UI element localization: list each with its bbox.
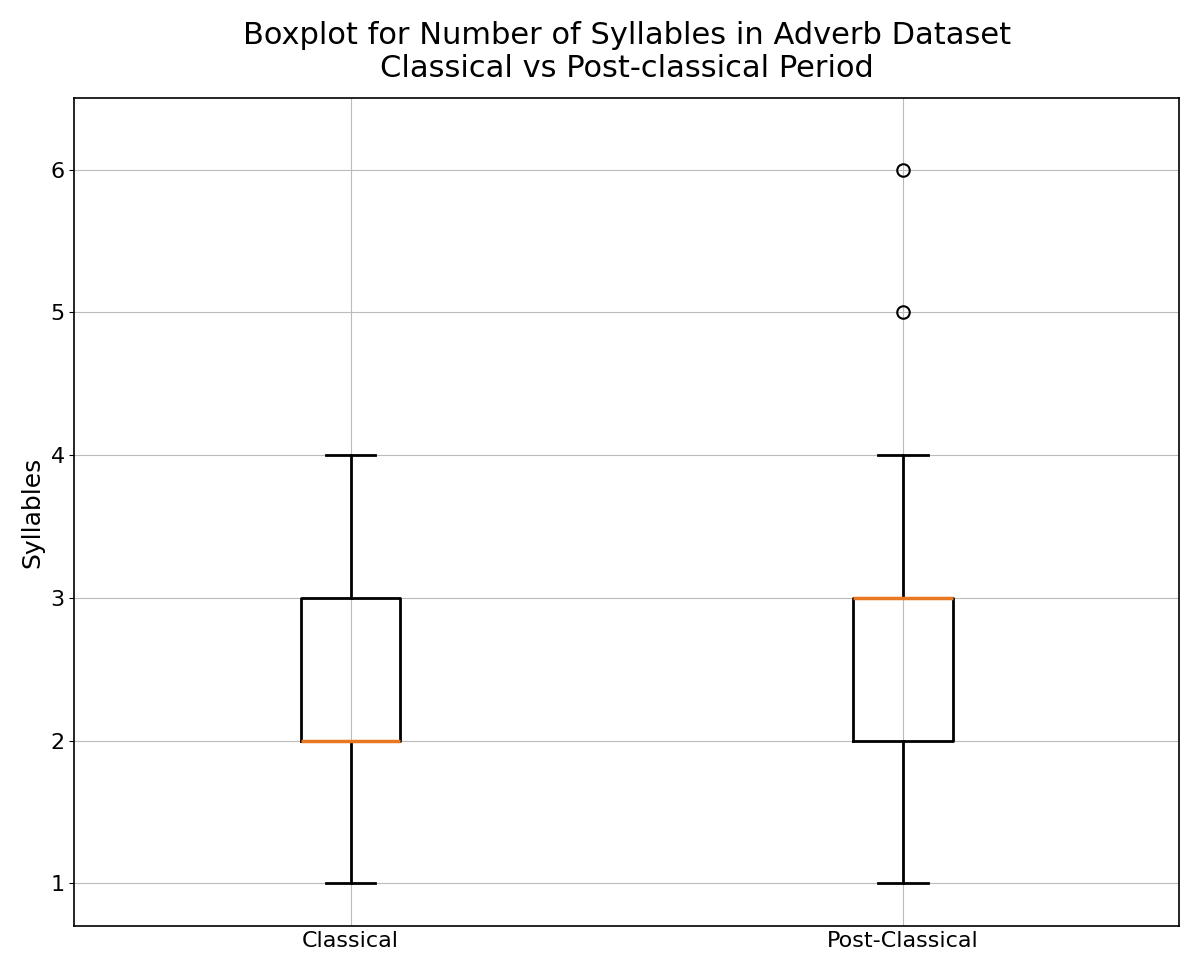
Title: Boxplot for Number of Syllables in Adverb Dataset
Classical vs Post-classical Pe: Boxplot for Number of Syllables in Adver… bbox=[242, 20, 1010, 84]
Y-axis label: Syllables: Syllables bbox=[20, 457, 44, 568]
